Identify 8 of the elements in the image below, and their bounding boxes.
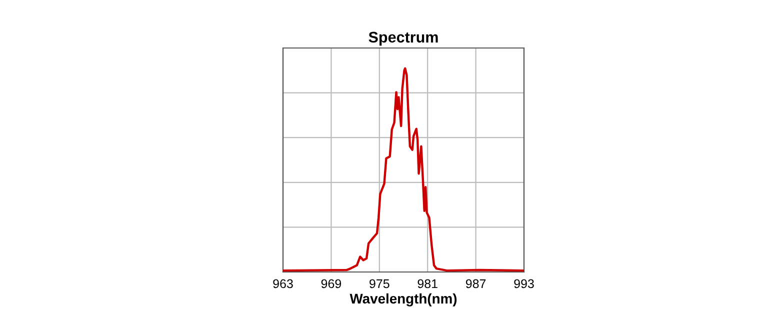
x-tick-label: 987 (466, 279, 486, 288)
x-tick-label: 975 (370, 279, 390, 288)
x-axis-title: Wavelength(nm) (350, 293, 457, 306)
x-tick-label: 993 (514, 279, 534, 288)
x-tick-label: 969 (321, 279, 342, 288)
x-tick-label: 981 (418, 279, 438, 288)
chart-title: Spectrum (368, 32, 438, 46)
x-tick-label: 963 (273, 279, 293, 288)
